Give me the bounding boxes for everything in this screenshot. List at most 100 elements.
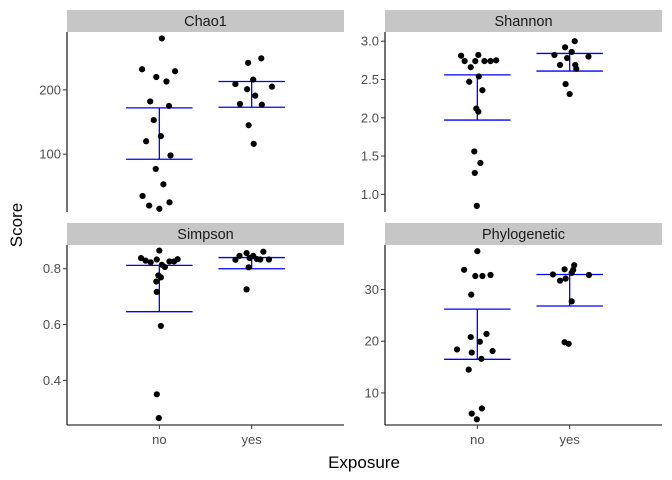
data-point	[551, 51, 558, 59]
facet-shannon: Shannon 1.0 1.5 2.0 2.5 3.0	[361, 10, 662, 212]
data-point	[566, 90, 573, 98]
y-tick-label: 2.0	[361, 110, 379, 125]
data-point	[152, 165, 159, 173]
data-point	[265, 256, 273, 263]
x-tick-label: no	[152, 432, 166, 447]
data-point	[473, 202, 480, 209]
data-point	[236, 100, 244, 108]
data-point	[468, 349, 475, 356]
data-point	[474, 248, 481, 255]
data-point	[243, 249, 250, 257]
data-point	[465, 366, 472, 373]
data-point	[150, 116, 157, 124]
data-point	[167, 152, 174, 159]
data-point	[568, 48, 575, 56]
data-point	[232, 256, 239, 263]
data-point	[585, 271, 593, 279]
data-point	[243, 286, 250, 293]
data-point	[155, 414, 162, 422]
data-point	[472, 272, 479, 280]
data-point	[160, 181, 167, 188]
data-point	[260, 248, 267, 255]
data-point	[549, 271, 557, 278]
data-point	[483, 330, 490, 338]
facet-strip	[67, 10, 344, 32]
data-point	[138, 66, 146, 73]
data-point	[157, 133, 164, 140]
data-point	[585, 53, 592, 60]
data-point	[478, 405, 486, 412]
x-tick-label: yes	[242, 432, 263, 447]
data-point	[473, 416, 480, 423]
y-tick-label: 10	[365, 385, 379, 400]
y-tick-label: 1.5	[361, 149, 379, 164]
data-point	[268, 83, 276, 90]
data-point	[245, 59, 252, 66]
data-point	[139, 192, 146, 200]
y-tick-label: 1.0	[361, 187, 379, 202]
facet-strip	[385, 10, 662, 32]
facet-phylogenetic: Phylogenetic 10 20 30 no yes	[365, 223, 662, 447]
data-point	[467, 64, 474, 71]
data-point	[571, 38, 578, 45]
data-point	[562, 80, 569, 88]
data-point	[165, 102, 173, 110]
y-tick-label: 100	[39, 147, 61, 162]
data-point	[481, 58, 488, 65]
data-point	[166, 199, 173, 206]
data-point	[250, 76, 257, 83]
data-point	[461, 58, 468, 65]
data-point	[147, 98, 154, 105]
y-axis-title: Score	[7, 203, 26, 247]
facet-strip	[67, 223, 344, 245]
data-point	[479, 272, 486, 280]
data-point	[457, 52, 465, 59]
data-point	[258, 55, 265, 62]
y-tick-label: 0.8	[43, 261, 61, 276]
data-point	[153, 73, 160, 81]
facet-title: Phylogenetic	[482, 227, 565, 243]
y-tick-label: 2.5	[361, 72, 379, 87]
data-point	[232, 80, 239, 88]
y-tick-label: 30	[365, 282, 379, 297]
data-point	[163, 78, 170, 85]
data-point	[156, 247, 163, 254]
data-point	[478, 355, 485, 362]
data-point	[245, 264, 252, 271]
data-point	[171, 68, 179, 75]
data-point	[153, 278, 160, 285]
facet-simpson: Simpson 0.4 0.6 0.8 no yes	[43, 223, 344, 447]
x-tick-label: yes	[560, 432, 581, 447]
data-point	[153, 256, 160, 263]
data-point	[466, 78, 473, 85]
y-tick-label: 0.4	[43, 373, 61, 388]
data-point	[146, 202, 153, 209]
data-point	[489, 347, 496, 355]
data-point	[156, 205, 163, 212]
y-tick-label: 3.0	[361, 34, 379, 49]
data-point	[571, 262, 578, 269]
data-point	[487, 271, 494, 279]
facet-strip	[385, 223, 662, 245]
y-tick-label: 0.6	[43, 317, 61, 332]
facet-chao1: Chao1 100 200	[39, 10, 344, 212]
data-point	[565, 340, 572, 347]
data-point	[477, 159, 484, 167]
data-point	[475, 51, 482, 59]
data-point	[570, 266, 577, 273]
data-point	[258, 101, 265, 108]
data-point	[561, 266, 568, 273]
x-axis-title: Exposure	[328, 453, 400, 472]
data-point	[493, 57, 500, 64]
facet-panels: Chao1 100 200 Shannon 1.0 1.5 2.0 2.5 3.0 Simpson…	[39, 10, 662, 447]
data-point	[471, 169, 478, 177]
data-point	[564, 54, 571, 62]
data-point	[158, 35, 165, 42]
data-point	[468, 291, 475, 298]
data-point	[166, 258, 173, 265]
data-point	[245, 122, 252, 129]
data-point	[153, 288, 160, 295]
facet-title: Simpson	[177, 227, 233, 243]
data-point	[143, 138, 150, 145]
